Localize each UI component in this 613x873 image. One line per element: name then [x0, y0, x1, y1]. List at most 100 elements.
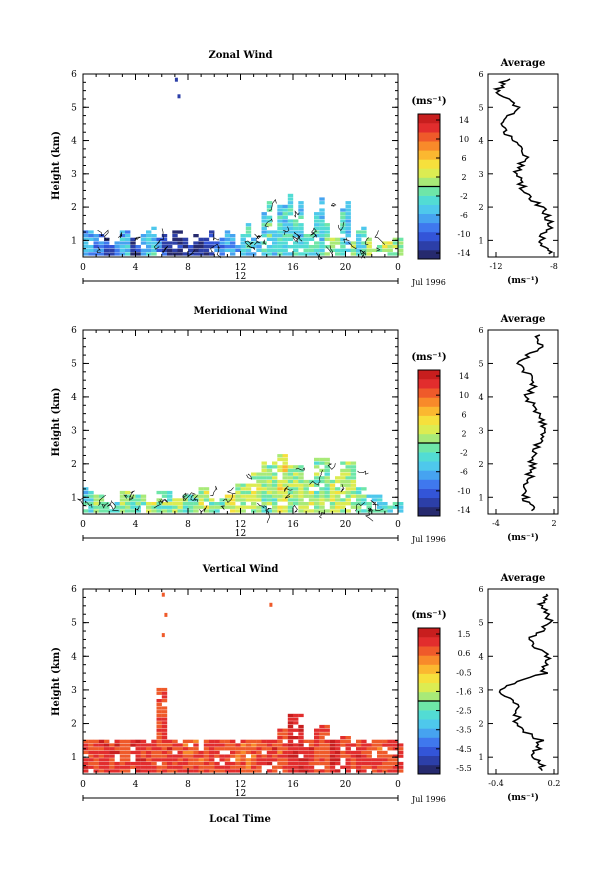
heatmap-cell	[261, 215, 267, 219]
heatmap-cell	[135, 248, 141, 252]
y-tick-label: 1	[71, 753, 77, 763]
heatmap-cell	[156, 710, 162, 714]
heatmap-cell	[256, 739, 262, 743]
heatmap-cell	[371, 743, 378, 747]
heatmap-cell	[188, 769, 194, 773]
heatmap-cell	[377, 747, 383, 751]
heatmap-cell	[319, 724, 325, 729]
heatmap-cell	[161, 728, 168, 732]
heatmap-cell	[83, 509, 89, 513]
heatmap-cell	[209, 750, 215, 755]
heatmap-cell	[245, 743, 252, 747]
heatmap-cell	[298, 237, 304, 241]
heatmap-cell	[261, 461, 267, 465]
heatmap-cell	[298, 747, 304, 751]
heatmap-cell	[224, 743, 231, 747]
heatmap-cell	[345, 483, 351, 487]
contour-line	[77, 497, 87, 507]
heatmap-cell	[251, 241, 257, 245]
heatmap-cell	[382, 248, 388, 252]
heatmap-cell	[371, 769, 378, 773]
heatmap-cell	[164, 612, 168, 617]
heatmap-cell	[167, 252, 173, 256]
heatmap-cell	[361, 234, 367, 238]
heatmap-cell	[282, 761, 288, 766]
heatmap-cell	[366, 502, 372, 506]
heatmap-cell	[203, 237, 210, 241]
contour-line	[159, 498, 168, 504]
heatmap-cell	[335, 502, 341, 506]
colorbar-swatch	[418, 159, 440, 169]
heatmap-cell	[340, 505, 346, 509]
heatmap-cell	[356, 237, 362, 241]
heatmap-cell	[371, 761, 378, 766]
heatmap-cell	[261, 761, 267, 766]
heatmap-cell	[167, 765, 173, 769]
colorbar-swatch	[418, 186, 440, 196]
colorbar-swatch	[418, 379, 440, 389]
heatmap-cell	[329, 747, 336, 751]
heatmap-cell	[209, 245, 215, 249]
heatmap-cell	[261, 747, 267, 751]
heatmap-cell	[287, 204, 294, 209]
heatmap-cell	[119, 252, 126, 256]
heatmap-cell	[167, 743, 173, 747]
heatmap-cell	[119, 234, 126, 238]
heatmap-cell	[209, 769, 215, 773]
heatmap-cell	[340, 237, 346, 241]
heatmap-cell	[93, 494, 99, 498]
x-tick-label: 20	[340, 263, 352, 273]
heatmap-cell	[392, 237, 399, 241]
heatmap-cell	[125, 494, 131, 498]
heatmap-cell	[335, 476, 341, 480]
heatmap-cell	[177, 750, 183, 755]
heatmap-cell	[109, 509, 115, 513]
contour-line	[101, 502, 109, 509]
heatmap-cell	[161, 754, 168, 758]
heatmap-cell	[161, 691, 168, 695]
heatmap-cell	[335, 252, 341, 256]
x-tick-label: 0	[80, 520, 86, 530]
heatmap-cell	[377, 754, 383, 758]
heatmap-cell	[230, 502, 236, 506]
heatmap-cell	[104, 750, 110, 755]
heatmap-cell	[140, 747, 147, 751]
heatmap-cell	[377, 761, 383, 766]
heatmap-cell	[172, 509, 178, 513]
heatmap-cell	[98, 743, 105, 747]
colorbar-swatch	[418, 222, 440, 233]
heatmap-cell	[266, 743, 273, 747]
heatmap-cell	[230, 761, 236, 766]
heatmap-cell	[245, 505, 252, 509]
heatmap-cell	[277, 468, 283, 473]
contour-line	[292, 234, 301, 242]
heatmap-cell	[272, 252, 278, 256]
heatmap-cell	[256, 754, 262, 758]
heatmap-cell	[182, 750, 189, 755]
heatmap-cell	[167, 490, 173, 495]
x-tick-label: 0	[80, 263, 86, 273]
heatmap-cell	[104, 509, 110, 513]
y-tick-label: 4	[71, 137, 77, 147]
heatmap-cell	[93, 241, 99, 245]
heatmap-cell	[161, 736, 168, 740]
heatmap-cell	[151, 237, 157, 241]
heatmap-cell	[277, 237, 283, 241]
contour-line	[129, 494, 134, 501]
heatmap-cell	[156, 747, 162, 751]
heatmap-cell	[277, 765, 283, 769]
heatmap-cell	[277, 728, 283, 732]
heatmap-cell	[324, 761, 330, 766]
heatmap-cell	[177, 769, 183, 773]
average-frame	[487, 588, 559, 775]
contour-lines	[77, 463, 384, 524]
heatmap-cell	[366, 747, 372, 751]
heatmap-cell	[356, 743, 362, 747]
contour-line	[295, 467, 305, 471]
heatmap-cell	[135, 754, 141, 758]
heatmap-cell	[224, 761, 231, 766]
heatmap-cell	[329, 237, 336, 241]
heatmap-cell	[261, 490, 267, 495]
heatmap-cell	[272, 490, 278, 495]
heatmap-cell	[277, 212, 283, 216]
